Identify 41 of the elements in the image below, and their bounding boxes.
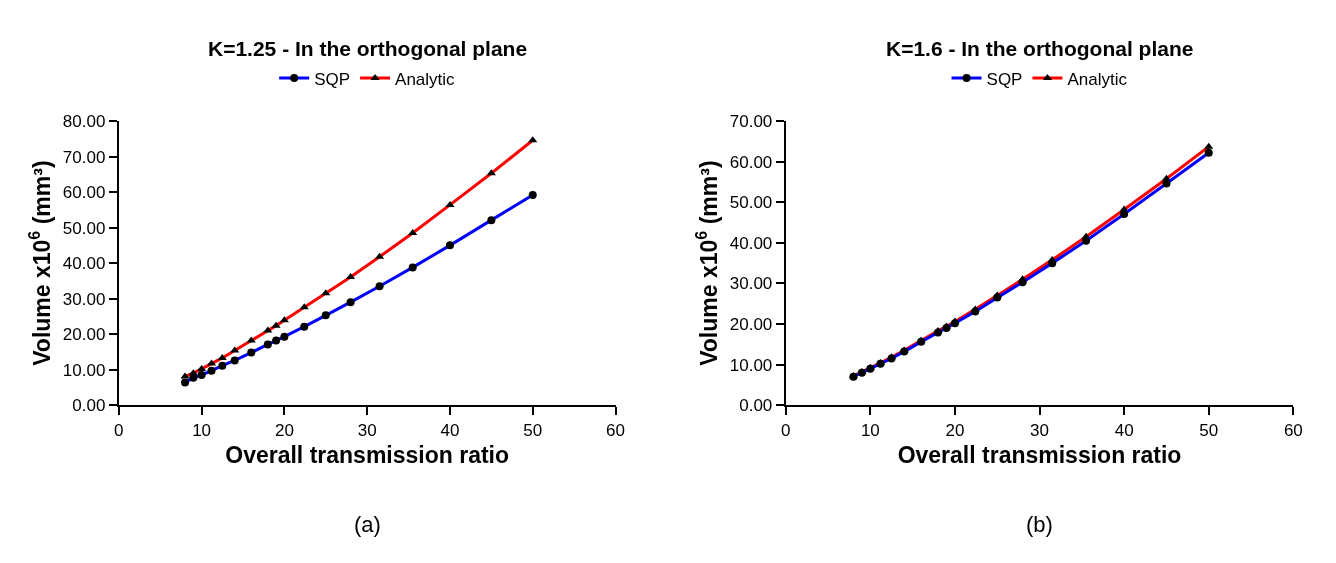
y-tick-label: 60.00 xyxy=(729,152,773,172)
x-tick-label: 60 xyxy=(1283,420,1303,440)
x-tick-label: 10 xyxy=(860,420,880,440)
x-axis-title: Overall transmission ratio xyxy=(897,441,1182,468)
y-tick-label: 70.00 xyxy=(729,112,773,132)
legend-label: SQP xyxy=(986,69,1023,89)
legend-label: Analytic xyxy=(1067,69,1128,89)
text: (b) xyxy=(1026,512,1053,537)
x-tick-label: 50 xyxy=(523,420,543,440)
x-tick-label: 20 xyxy=(945,420,965,440)
legend-label: Analytic xyxy=(395,69,456,89)
legend-label: SQP xyxy=(314,69,351,89)
y-tick-label: 70.00 xyxy=(62,147,106,167)
chart-title: K=1.25 - In the orthogonal plane xyxy=(208,37,528,60)
x-axis-title: Overall transmission ratio xyxy=(225,441,510,468)
chart-title: K=1.6 - In the orthogonal plane xyxy=(886,37,1194,60)
x-tick-label: 0 xyxy=(781,420,791,440)
y-tick-label: 0.00 xyxy=(72,396,106,416)
y-tick-label: 20.00 xyxy=(62,325,106,345)
y-tick-label: 50.00 xyxy=(729,193,773,213)
y-tick-label: 60.00 xyxy=(62,183,106,203)
x-tick-label: 20 xyxy=(274,420,294,440)
x-tick-label: 0 xyxy=(114,420,124,440)
x-tick-label: 30 xyxy=(1030,420,1049,440)
y-tick-label: 40.00 xyxy=(62,254,106,274)
y-tick-label: 10.00 xyxy=(62,360,106,380)
x-tick-label: 40 xyxy=(440,420,460,440)
y-tick-label: 80.00 xyxy=(62,112,106,132)
y-tick-label: 50.00 xyxy=(62,218,106,238)
y-tick-label: 30.00 xyxy=(729,274,773,294)
text: (a) xyxy=(354,512,381,537)
x-tick-label: 30 xyxy=(357,420,377,440)
y-tick-label: 40.00 xyxy=(729,233,773,253)
x-tick-label: 40 xyxy=(1114,420,1134,440)
y-tick-label: 30.00 xyxy=(62,289,106,309)
x-tick-label: 50 xyxy=(1199,420,1219,440)
y-tick-label: 20.00 xyxy=(729,314,773,334)
y-tick-label: 10.00 xyxy=(729,355,773,375)
x-tick-label: 60 xyxy=(606,420,625,440)
y-tick-label: 0.00 xyxy=(739,396,773,416)
x-tick-label: 10 xyxy=(192,420,212,440)
